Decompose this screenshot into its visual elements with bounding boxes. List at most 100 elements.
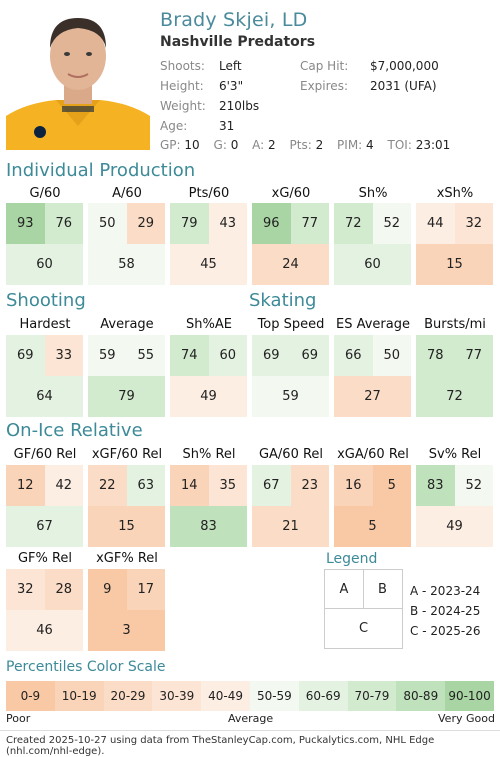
metric-header: xSh% (436, 186, 474, 201)
value-b: 69 (290, 335, 329, 376)
scale-bin: 60-69 (298, 681, 348, 711)
pts-label: Pts: (289, 138, 312, 152)
value-a: 44 (416, 203, 455, 244)
height-value: 6'3" (219, 79, 244, 93)
legend-key: A - 2023-24 B - 2024-25 C - 2025-26 (410, 581, 480, 641)
metric-cell: 12 42 67 (6, 465, 83, 547)
metric-cell: 78 77 72 (416, 335, 493, 417)
legend-cell-a: A (325, 570, 364, 609)
value-a: 83 (416, 465, 455, 506)
value-a: 69 (6, 335, 45, 376)
value-a: 14 (170, 465, 209, 506)
weight-value: 210lbs (219, 99, 260, 113)
section-shooting: Shooting (6, 290, 86, 311)
metric-header: Sh% (358, 186, 388, 201)
metric-header: xGF% Rel (96, 551, 158, 566)
value-c: 15 (416, 244, 493, 285)
pim-label: PIM: (337, 138, 363, 152)
bio-info: Shoots: Height: Weight: Age: (160, 56, 206, 136)
value-a: 12 (6, 465, 45, 506)
metric-header: Average (100, 317, 154, 332)
value-a: 66 (334, 335, 373, 376)
metric-header: Pts/60 (188, 186, 230, 201)
metric-header: xG/60 (271, 186, 311, 201)
value-c: 72 (416, 376, 493, 417)
metric-cell: 74 60 49 (170, 335, 247, 417)
expires-value: 2031 (UFA) (370, 79, 437, 93)
metric-header: A/60 (112, 186, 142, 201)
value-c: 59 (252, 376, 329, 417)
metric-cell: 9 17 3 (88, 569, 165, 651)
section-skating: Skating (249, 290, 317, 311)
a-value: 2 (268, 138, 276, 152)
footer-divider (0, 730, 500, 731)
legend-cell-c: C (358, 621, 369, 636)
metric-cell: 66 50 27 (334, 335, 411, 417)
metric-cell: 69 69 59 (252, 335, 329, 417)
metric-header: Sv% Rel (428, 447, 482, 462)
scale-bin: 30-39 (152, 681, 202, 711)
metric-header: Sh% Rel (182, 447, 236, 462)
value-b: 50 (372, 335, 411, 376)
value-b: 63 (126, 465, 165, 506)
value-b: 60 (208, 335, 247, 376)
scale-high-label: Very Good (438, 712, 495, 725)
value-b: 23 (290, 465, 329, 506)
value-c: 27 (334, 376, 411, 417)
section-individual-production: Individual Production (6, 160, 196, 181)
value-a: 69 (252, 335, 291, 376)
value-c: 79 (88, 376, 165, 417)
metric-header: xGF/60 Rel (91, 447, 163, 462)
gp-label: GP: (160, 138, 181, 152)
legend-line-b: B - 2024-25 (410, 604, 481, 618)
scale-title: Percentiles Color Scale (6, 659, 166, 675)
metric-header: Top Speed (257, 317, 325, 332)
value-b: 42 (44, 465, 83, 506)
value-c: 67 (6, 506, 83, 547)
scale-bin: 80-89 (396, 681, 446, 711)
metric-cell: 96 77 24 (252, 203, 329, 285)
color-scale: 0-9 10-19 20-29 30-39 40-49 50-59 60-69 70-79 80… (6, 681, 494, 711)
age-label: Age: (160, 119, 188, 133)
metric-cell: 93 76 60 (6, 203, 83, 285)
season-stats: GP: 10 G: 0 A: 2 Pts: 2 PIM: 4 TOI: 23:0… (160, 138, 450, 152)
value-b: 52 (454, 465, 493, 506)
team-name: Nashville Predators (160, 34, 316, 50)
legend-line-c: C - 2025-26 (410, 624, 481, 638)
value-c: 24 (252, 244, 329, 285)
value-b: 32 (454, 203, 493, 244)
value-c: 49 (170, 376, 247, 417)
value-b: 35 (208, 465, 247, 506)
metric-cell: 32 28 46 (6, 569, 83, 651)
g-label: G: (213, 138, 227, 152)
metric-header: Sh%AE (186, 317, 232, 332)
value-a: 9 (88, 569, 127, 610)
metric-cell: 72 52 60 (334, 203, 411, 285)
value-a: 67 (252, 465, 291, 506)
cap-hit-label: Cap Hit: (300, 59, 349, 73)
value-b: 76 (44, 203, 83, 244)
value-b: 33 (44, 335, 83, 376)
legend-title: Legend (326, 551, 378, 567)
value-b: 5 (372, 465, 411, 506)
value-a: 59 (88, 335, 127, 376)
metric-cell: 22 63 15 (88, 465, 165, 547)
pim-value: 4 (366, 138, 374, 152)
gp-value: 10 (184, 138, 200, 152)
value-c: 60 (334, 244, 411, 285)
bio-values: Left 6'3" 210lbs 31 (219, 56, 259, 136)
scale-mid-label: Average (228, 712, 274, 725)
value-a: 50 (88, 203, 127, 244)
value-b: 55 (126, 335, 165, 376)
value-a: 79 (170, 203, 209, 244)
metric-cell: 59 55 79 (88, 335, 165, 417)
metric-cell: 14 35 83 (170, 465, 247, 547)
value-c: 21 (252, 506, 329, 547)
value-b: 28 (44, 569, 83, 610)
player-photo (6, 8, 150, 150)
g-value: 0 (230, 138, 239, 152)
value-c: 58 (88, 244, 165, 285)
scale-bin: 0-9 (6, 681, 55, 711)
value-b: 77 (290, 203, 329, 244)
value-a: 72 (334, 203, 373, 244)
